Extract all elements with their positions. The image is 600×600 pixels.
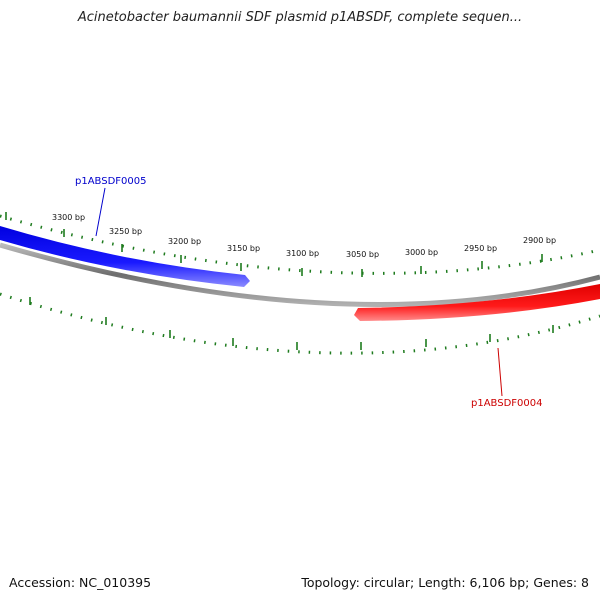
inner-tick-ring [0, 292, 600, 355]
map-title: Acinetobacter baumannii SDF plasmid p1AB… [77, 10, 523, 25]
inner-major-ticks [29, 297, 554, 350]
gene-label-p1ABSDF0004[interactable]: p1ABSDF0004 [471, 398, 542, 409]
tick-label-2950: 2950 bp [464, 244, 497, 253]
sequence-stats: Topology: circular; Length: 6,106 bp; Ge… [301, 575, 589, 590]
gene-arrow-p1ABSDF0004[interactable] [354, 284, 600, 321]
gene-arrow-p1ABSDF0005[interactable] [0, 226, 250, 287]
label-leader-p1ABSDF0005 [95, 187, 106, 237]
accession-text: Accession: NC_010395 [9, 575, 152, 590]
tick-label-3200: 3200 bp [168, 237, 201, 246]
tick-label-3050: 3050 bp [346, 250, 379, 259]
tick-label-3250: 3250 bp [109, 227, 142, 236]
tick-label-2900: 2900 bp [523, 236, 556, 245]
outer-tick-ring [0, 214, 600, 275]
gene-label-p1ABSDF0005[interactable]: p1ABSDF0005 [75, 176, 146, 187]
tick-label-3300: 3300 bp [52, 213, 85, 222]
plasmid-backbone [0, 242, 600, 308]
scale-labels: 3300 bp 3250 bp 3200 bp 3150 bp 3100 bp … [52, 213, 556, 259]
tick-label-3000: 3000 bp [405, 248, 438, 257]
outer-major-ticks [5, 212, 543, 277]
tick-label-3150: 3150 bp [227, 244, 260, 253]
tick-label-3100: 3100 bp [286, 249, 319, 258]
label-leader-p1ABSDF0004 [497, 347, 503, 397]
